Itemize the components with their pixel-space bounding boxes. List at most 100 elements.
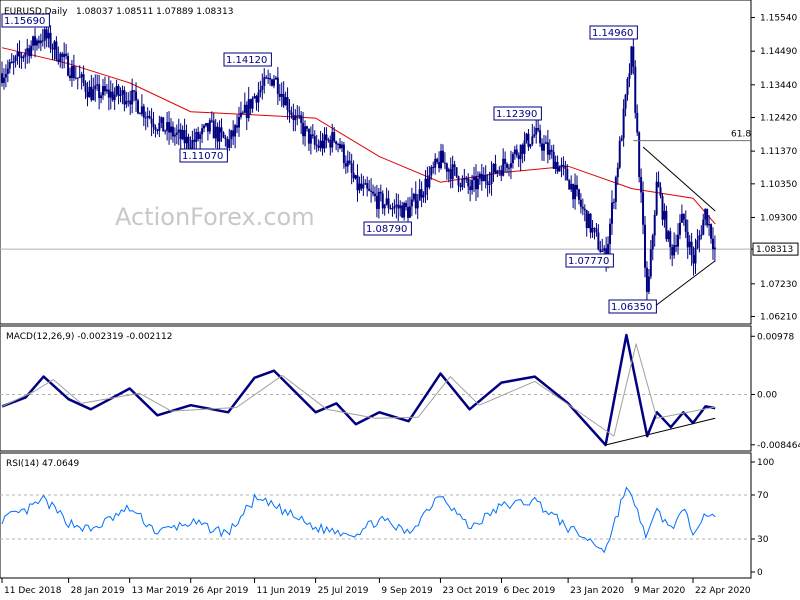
candle-body bbox=[570, 184, 573, 190]
candle-body bbox=[24, 52, 27, 57]
candle-body bbox=[28, 48, 31, 57]
x-tick-label: 25 Jul 2019 bbox=[318, 586, 369, 596]
candle-body bbox=[144, 117, 147, 119]
candle-body bbox=[133, 90, 136, 92]
candle-body bbox=[234, 125, 237, 137]
candle-body bbox=[591, 227, 594, 233]
candle-body bbox=[276, 77, 279, 94]
candle-body bbox=[94, 85, 97, 90]
candle-body bbox=[414, 193, 417, 209]
macd-tick-label: -0.008464 bbox=[757, 441, 800, 451]
candle-body bbox=[583, 208, 586, 211]
candle-body bbox=[405, 203, 408, 208]
candle-body bbox=[352, 172, 355, 179]
candle-body bbox=[239, 112, 242, 118]
price-tick-label: 1.13440 bbox=[760, 81, 797, 91]
candle-body bbox=[168, 122, 171, 133]
candle-body bbox=[478, 173, 481, 179]
candle-body bbox=[146, 115, 149, 118]
candle-body bbox=[391, 208, 394, 210]
candle-body bbox=[193, 139, 196, 142]
current-price-box bbox=[752, 242, 799, 256]
candle-body bbox=[2, 77, 5, 83]
triangle-upper-line bbox=[642, 146, 716, 212]
candle-body bbox=[675, 245, 678, 247]
candle-body bbox=[509, 163, 512, 168]
candle-body bbox=[16, 52, 19, 57]
candle-body bbox=[465, 178, 468, 180]
candle-body bbox=[271, 79, 274, 86]
candle-body bbox=[162, 117, 165, 132]
candle-body bbox=[529, 144, 532, 147]
candle-body bbox=[154, 127, 157, 130]
candle-body bbox=[127, 100, 130, 102]
candle-body bbox=[694, 248, 697, 264]
candle-body bbox=[216, 126, 219, 142]
candle-body bbox=[379, 191, 382, 194]
candle-body bbox=[513, 149, 516, 155]
candle-body bbox=[453, 164, 456, 168]
candle-body bbox=[84, 82, 87, 92]
candle-body bbox=[39, 40, 42, 44]
candle-body bbox=[657, 181, 660, 188]
candle-body bbox=[597, 232, 600, 250]
candle-body bbox=[711, 238, 714, 250]
candle-body bbox=[212, 120, 215, 139]
candle-body bbox=[428, 175, 431, 188]
candle-body bbox=[329, 139, 332, 148]
price-tick-label: 1.07230 bbox=[760, 280, 797, 290]
candle-body bbox=[259, 89, 262, 93]
candle-body bbox=[261, 85, 264, 90]
candle-body bbox=[156, 129, 159, 131]
candle-body bbox=[482, 174, 485, 182]
candle-body bbox=[300, 115, 303, 123]
candle-body bbox=[634, 66, 637, 113]
x-tick-label: 23 Jan 2020 bbox=[570, 586, 624, 596]
candle-body bbox=[502, 158, 505, 176]
candle-body bbox=[684, 219, 687, 232]
candle-body bbox=[63, 53, 66, 57]
candle-body bbox=[158, 122, 161, 131]
candle-body bbox=[704, 209, 707, 220]
macd-macd-line bbox=[1, 333, 716, 447]
candle-body bbox=[702, 219, 705, 235]
candle-body bbox=[628, 73, 631, 79]
candle-body bbox=[408, 206, 411, 218]
rsi-tick-label: 0 bbox=[757, 568, 763, 578]
candle-body bbox=[20, 56, 23, 59]
candle-body bbox=[304, 126, 307, 137]
candle-body bbox=[651, 235, 654, 250]
candle-body bbox=[337, 143, 340, 145]
candle-body bbox=[424, 178, 427, 195]
candle-body bbox=[682, 213, 685, 220]
chart-ohlc: 1.08037 1.08511 1.07889 1.08313 bbox=[76, 7, 233, 17]
candle-body bbox=[642, 192, 645, 225]
candle-body bbox=[82, 74, 85, 83]
candle-body bbox=[609, 223, 612, 245]
candle-body bbox=[461, 178, 464, 187]
annotation-label: 1.07770 bbox=[568, 256, 609, 267]
candle-body bbox=[249, 99, 252, 109]
candle-body bbox=[603, 248, 606, 251]
candle-body bbox=[232, 130, 235, 137]
candle-body bbox=[373, 193, 376, 196]
candle-body bbox=[506, 163, 509, 168]
candle-body bbox=[152, 123, 155, 128]
x-tick-label: 11 Dec 2018 bbox=[4, 586, 62, 596]
candle-body bbox=[420, 189, 423, 198]
candle-body bbox=[377, 191, 380, 209]
candle-body bbox=[12, 61, 15, 63]
candle-body bbox=[129, 100, 132, 105]
candle-body bbox=[346, 160, 349, 167]
candle-body bbox=[269, 77, 272, 80]
candle-body bbox=[204, 123, 207, 126]
watermark: ActionForex.com bbox=[115, 203, 315, 231]
candle-body bbox=[383, 204, 386, 209]
candle-body bbox=[80, 74, 83, 78]
candle-body bbox=[708, 224, 711, 226]
candle-body bbox=[632, 46, 635, 67]
macd-tick-label: 0.00 bbox=[757, 390, 777, 400]
candle-body bbox=[457, 176, 460, 186]
candle-body bbox=[37, 40, 40, 44]
candle-body bbox=[43, 29, 46, 41]
